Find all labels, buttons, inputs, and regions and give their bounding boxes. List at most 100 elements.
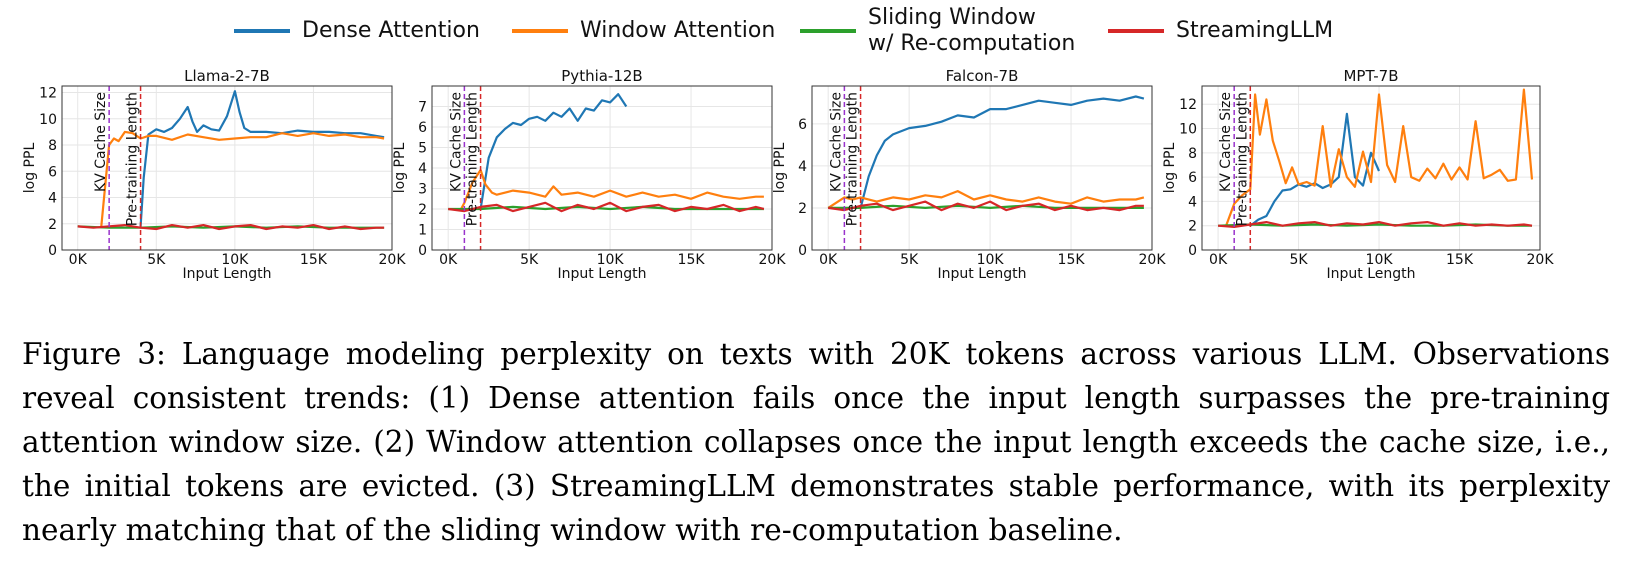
x-tick-label: 0K xyxy=(1209,252,1228,268)
y-tick-label: 10 xyxy=(39,112,57,128)
x-tick-label: 10K xyxy=(1366,252,1394,268)
x-tick-label: 5K xyxy=(520,252,539,268)
legend-swatch-window-attention xyxy=(512,29,568,33)
x-tick-label: 10K xyxy=(597,252,625,268)
y-tick-label: 2 xyxy=(798,201,807,217)
x-tick-label: 10K xyxy=(221,252,249,268)
x-tick-label: 10K xyxy=(977,252,1005,268)
y-tick-label: 1 xyxy=(418,223,427,239)
y-tick-label: 4 xyxy=(1188,194,1197,210)
legend-item-dense-attention: Dense Attention xyxy=(234,0,480,62)
y-tick-label: 12 xyxy=(39,86,57,102)
series-line-dense-attention xyxy=(859,95,1145,209)
y-axis-label: log PPL xyxy=(392,143,408,194)
x-tick-label: 0K xyxy=(69,252,88,268)
vline-label-pre-training-length: Pre-training Length xyxy=(1234,92,1250,226)
y-axis-label: log PPL xyxy=(772,143,788,194)
vline-label-pre-training-length: Pre-training Length xyxy=(465,92,481,226)
vline-label-kv-cache-size: KV Cache Size xyxy=(448,92,464,192)
figure-caption: Figure 3: Language modeling perplexity o… xyxy=(22,337,1610,547)
legend-label: Window Attention xyxy=(580,18,776,43)
figure-legend: Dense Attention Window Attention Sliding… xyxy=(0,0,1629,62)
series-line-window-attention xyxy=(827,190,1145,209)
y-tick-label: 6 xyxy=(48,164,57,180)
y-tick-label: 12 xyxy=(1179,97,1197,113)
y-tick-label: 4 xyxy=(48,191,57,207)
x-axis-label: Input Length xyxy=(1327,266,1416,282)
vline-label-pre-training-length: Pre-training Length xyxy=(845,92,861,226)
y-tick-label: 6 xyxy=(418,120,427,136)
axes-frame xyxy=(431,85,773,251)
x-tick-label: 20K xyxy=(1139,252,1167,268)
vline-label-kv-cache-size: KV Cache Size xyxy=(93,92,109,192)
vline-label-pre-training-length: Pre-training Length xyxy=(125,92,141,226)
series-line-dense-attention xyxy=(479,93,628,210)
legend-label: Dense Attention xyxy=(302,18,480,43)
x-tick-label: 20K xyxy=(379,252,407,268)
x-tick-label: 15K xyxy=(678,252,706,268)
x-tick-label: 0K xyxy=(819,252,838,268)
chart-mpt-7b: KV Cache Size Pre-training Length 0 2 4 6 8 10 1… xyxy=(1162,67,1554,282)
y-tick-label: 3 xyxy=(418,182,427,198)
y-tick-label: 4 xyxy=(798,159,807,175)
series-line-streamingllm xyxy=(828,200,1144,212)
legend-label: Sliding Window w/ Re-computation xyxy=(868,5,1076,56)
series-line-streamingllm xyxy=(77,224,385,231)
y-tick-label: 8 xyxy=(1188,146,1197,162)
legend-label: StreamingLLM xyxy=(1176,18,1334,43)
legend-swatch-streamingllm xyxy=(1108,29,1164,33)
axes-frame xyxy=(811,85,1153,251)
x-tick-label: 5K xyxy=(1290,252,1309,268)
y-axis-label: log PPL xyxy=(22,143,38,194)
chart-title: MPT-7B xyxy=(1343,67,1398,85)
axes-frame xyxy=(1201,85,1541,251)
vline-label-kv-cache-size: KV Cache Size xyxy=(828,92,844,192)
chart-llama-2-7b: KV Cache Size Pre-training Length 0 2 4 6 8 10 1… xyxy=(22,67,406,282)
series-line-dense-attention xyxy=(139,90,385,227)
series-line-streamingllm xyxy=(448,201,765,213)
x-tick-label: 0K xyxy=(439,252,458,268)
chart-title: Llama-2-7B xyxy=(184,67,270,85)
x-tick-label: 15K xyxy=(1058,252,1086,268)
y-tick-label: 5 xyxy=(418,141,427,157)
y-tick-label: 0 xyxy=(1188,243,1197,259)
y-tick-label: 0 xyxy=(418,243,427,259)
series-line-streamingllm xyxy=(1218,221,1533,228)
legend-swatch-dense-attention xyxy=(234,29,290,33)
x-axis-label: Input Length xyxy=(558,266,647,282)
y-tick-label: 2 xyxy=(418,202,427,218)
charts-panel: KV Cache Size Pre-training Length02468101… xyxy=(22,67,1554,282)
y-tick-label: 2 xyxy=(48,217,57,233)
y-tick-label: 10 xyxy=(1179,122,1197,138)
series-line-sliding-window-w-re-computation xyxy=(828,204,1144,209)
legend-item-window-attention: Window Attention xyxy=(512,0,775,62)
chart-pythia-12b: KV Cache Size Pre-training Length 0 1 2 3 4 5 6 7… xyxy=(392,67,786,282)
y-tick-label: 2 xyxy=(1188,219,1197,235)
x-tick-label: 5K xyxy=(900,252,919,268)
chart-title: Falcon-7B xyxy=(946,67,1019,85)
x-tick-label: 20K xyxy=(759,252,787,268)
x-tick-label: 20K xyxy=(1527,252,1555,268)
x-tick-label: 15K xyxy=(1446,252,1474,268)
legend-item-sliding-window: Sliding Window w/ Re-computation xyxy=(800,0,1075,62)
y-tick-label: 6 xyxy=(1188,170,1197,186)
chart-falcon-7b: KV Cache Size Pre-training Length 0 2 4 6 0K 5K… xyxy=(772,67,1166,282)
y-axis-label: log PPL xyxy=(1162,143,1178,194)
y-tick-label: 0 xyxy=(798,243,807,259)
y-tick-label: 4 xyxy=(418,161,427,177)
vline-label-kv-cache-size: KV Cache Size xyxy=(1218,92,1234,192)
series-line-window-attention xyxy=(460,168,764,210)
x-axis-label: Input Length xyxy=(938,266,1027,282)
y-tick-label: 0 xyxy=(48,243,57,259)
chart-title: Pythia-12B xyxy=(561,67,642,85)
x-axis-label: Input Length xyxy=(183,266,272,282)
x-tick-label: 15K xyxy=(300,252,328,268)
series-line-window-attention xyxy=(1225,88,1534,227)
legend-swatch-sliding-window xyxy=(800,29,856,33)
axes-frame xyxy=(61,85,393,251)
y-tick-label: 6 xyxy=(798,117,807,133)
x-tick-label: 5K xyxy=(147,252,166,268)
series-line-window-attention xyxy=(100,130,385,227)
legend-item-streamingllm: StreamingLLM xyxy=(1108,0,1333,62)
y-tick-label: 8 xyxy=(48,138,57,154)
